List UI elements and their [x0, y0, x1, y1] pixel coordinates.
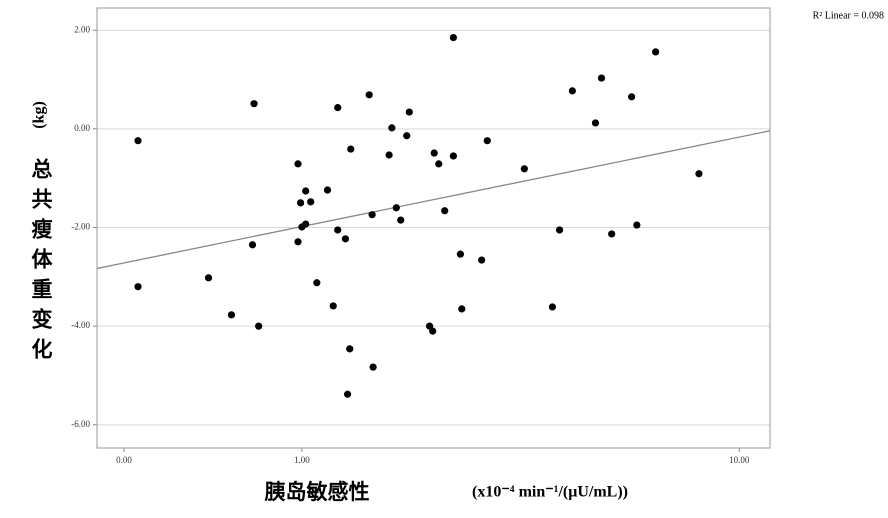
plot-frame: [96, 7, 771, 449]
y-unit: (kg): [31, 101, 48, 129]
point: [323, 186, 332, 194]
point: [633, 221, 641, 229]
point: [695, 170, 703, 178]
x-label: 胰岛敏感性: [265, 480, 370, 504]
point: [456, 250, 465, 258]
point: [368, 211, 376, 219]
point: [343, 390, 352, 398]
point: [294, 238, 302, 246]
annotation: R² Linear = 0.098: [813, 10, 884, 21]
point: [388, 124, 396, 132]
point: [341, 235, 350, 243]
point: [392, 204, 400, 212]
point: [365, 91, 373, 99]
point: [597, 74, 606, 82]
point: [334, 104, 342, 112]
point: [591, 119, 600, 127]
point: [435, 160, 443, 168]
point: [294, 160, 302, 168]
point: [227, 311, 236, 319]
y-tick-label: -4.00: [71, 320, 90, 330]
point: [405, 108, 413, 116]
point: [313, 279, 321, 287]
point: [441, 207, 449, 215]
point: [302, 187, 310, 195]
point: [296, 199, 305, 207]
point: [548, 303, 557, 311]
point: [255, 322, 263, 330]
point: [134, 283, 142, 291]
x-unit: (x10⁻⁴ min⁻¹/(μU/mL)): [472, 484, 628, 501]
point: [568, 87, 576, 95]
point: [483, 137, 491, 145]
fit-line: [96, 130, 771, 270]
point: [134, 137, 142, 145]
y-label: 总共瘦体重变化: [29, 157, 53, 368]
point: [520, 165, 528, 173]
point: [430, 149, 438, 157]
x-tick-label: 0.00: [116, 455, 132, 465]
point: [307, 198, 315, 206]
point: [652, 48, 660, 56]
y-tick-label: 2.00: [74, 24, 90, 34]
point: [248, 241, 257, 249]
point: [385, 151, 393, 159]
x-tick-label: 10.00: [729, 455, 750, 465]
y-tick-label: -6.00: [71, 419, 90, 429]
y-tick-label: 0.00: [74, 123, 90, 133]
point: [429, 327, 437, 335]
point: [250, 100, 258, 108]
point: [403, 132, 411, 140]
point: [449, 33, 457, 42]
point: [627, 93, 636, 101]
point: [347, 145, 355, 153]
point: [369, 363, 377, 371]
point: [449, 152, 457, 160]
point: [302, 220, 310, 228]
point: [346, 345, 354, 353]
y-tick-label: -2.00: [71, 222, 90, 232]
x-tick-label: 1.00: [294, 455, 310, 465]
point: [329, 302, 337, 310]
point: [334, 226, 342, 234]
point: [204, 274, 213, 282]
point: [458, 305, 466, 313]
point: [397, 216, 405, 224]
point: [608, 230, 616, 238]
point: [478, 256, 486, 264]
point: [555, 226, 564, 234]
